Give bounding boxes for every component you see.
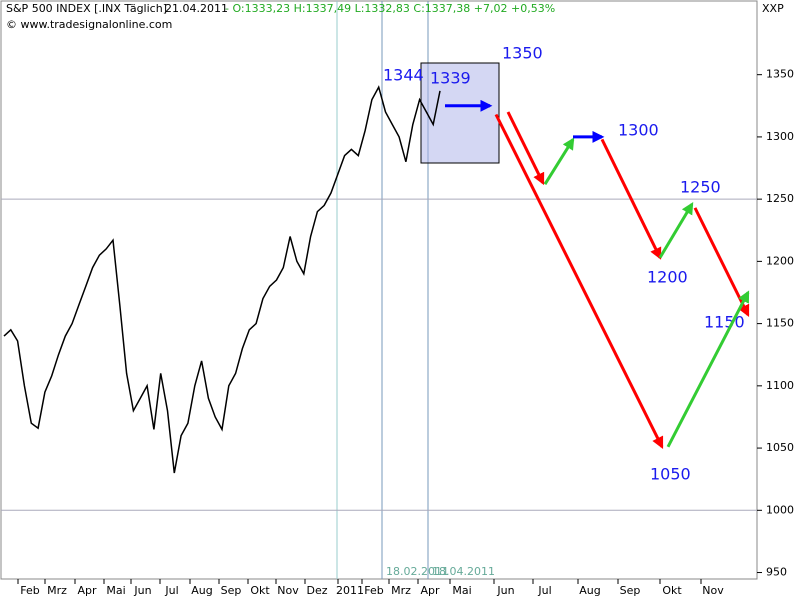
x-tick-label: Jul xyxy=(164,584,178,597)
x-tick-label: Mai xyxy=(452,584,471,597)
projection-arrow xyxy=(543,137,575,186)
annotation: 1350 xyxy=(502,44,543,63)
y-tick-label: 1000 xyxy=(766,503,794,516)
x-tick-label: Nov xyxy=(277,584,299,597)
marker-label: 18.02.2011 xyxy=(386,565,449,578)
x-tick-label: 2011 xyxy=(336,584,364,597)
x-tick-label: Feb xyxy=(20,584,39,597)
projection-arrow xyxy=(666,290,750,448)
x-tick-label: Aug xyxy=(191,584,212,597)
x-tick-label: Sep xyxy=(221,584,242,597)
annotation: 1339 xyxy=(430,69,471,88)
annotation: 1344 xyxy=(383,66,424,85)
y-tick-label: 1050 xyxy=(766,441,794,454)
x-tick-label: Feb xyxy=(364,584,383,597)
y-tick-label: 1200 xyxy=(766,254,794,267)
axis-label: XXP xyxy=(762,2,784,15)
x-tick-label: Jun xyxy=(133,584,151,597)
x-tick-label: Dez xyxy=(306,584,327,597)
annotation: 1200 xyxy=(647,268,688,287)
annotation: 1250 xyxy=(680,178,721,197)
annotation: 1300 xyxy=(618,121,659,140)
x-tick-label: Mai xyxy=(106,584,125,597)
x-tick-label: Jul xyxy=(537,584,551,597)
highlight-box xyxy=(420,62,500,164)
projection-arrow xyxy=(658,202,694,259)
y-tick-label: 1150 xyxy=(766,317,794,330)
projection-arrow xyxy=(506,111,545,186)
x-tick-label: Mrz xyxy=(47,584,67,597)
plot-area xyxy=(0,0,758,580)
x-tick-label: Jun xyxy=(496,584,514,597)
x-tick-label: Apr xyxy=(420,584,440,597)
x-tick-label: Mrz xyxy=(391,584,411,597)
y-tick-label: 1250 xyxy=(766,192,794,205)
y-tick-label: 1350 xyxy=(766,68,794,81)
header-source: © www.tradesignalonline.com xyxy=(6,18,172,31)
annotation: 1050 xyxy=(650,465,691,484)
marker-label: 18.04.2011 xyxy=(432,565,495,578)
x-tick-label: Okt xyxy=(250,584,270,597)
x-tick-label: Nov xyxy=(702,584,724,597)
price-line xyxy=(3,85,441,474)
x-tick-label: Apr xyxy=(77,584,97,597)
header-ohlc: - O:1333,23 H:1337,49 L:1332,83 C:1337,3… xyxy=(225,2,555,15)
x-tick-label: Aug xyxy=(579,584,600,597)
y-tick-label: 1300 xyxy=(766,130,794,143)
projection-arrow xyxy=(600,138,662,260)
projection-arrow xyxy=(494,113,664,449)
x-tick-label: Sep xyxy=(620,584,641,597)
header-date: 21.04.2011 xyxy=(165,2,228,15)
header-name: S&P 500 INDEX [.INX Täglich] xyxy=(6,2,167,15)
annotation: 1150 xyxy=(704,313,745,332)
y-tick-label: 1100 xyxy=(766,379,794,392)
y-tick-label: 950 xyxy=(766,566,787,579)
x-tick-label: Okt xyxy=(662,584,682,597)
